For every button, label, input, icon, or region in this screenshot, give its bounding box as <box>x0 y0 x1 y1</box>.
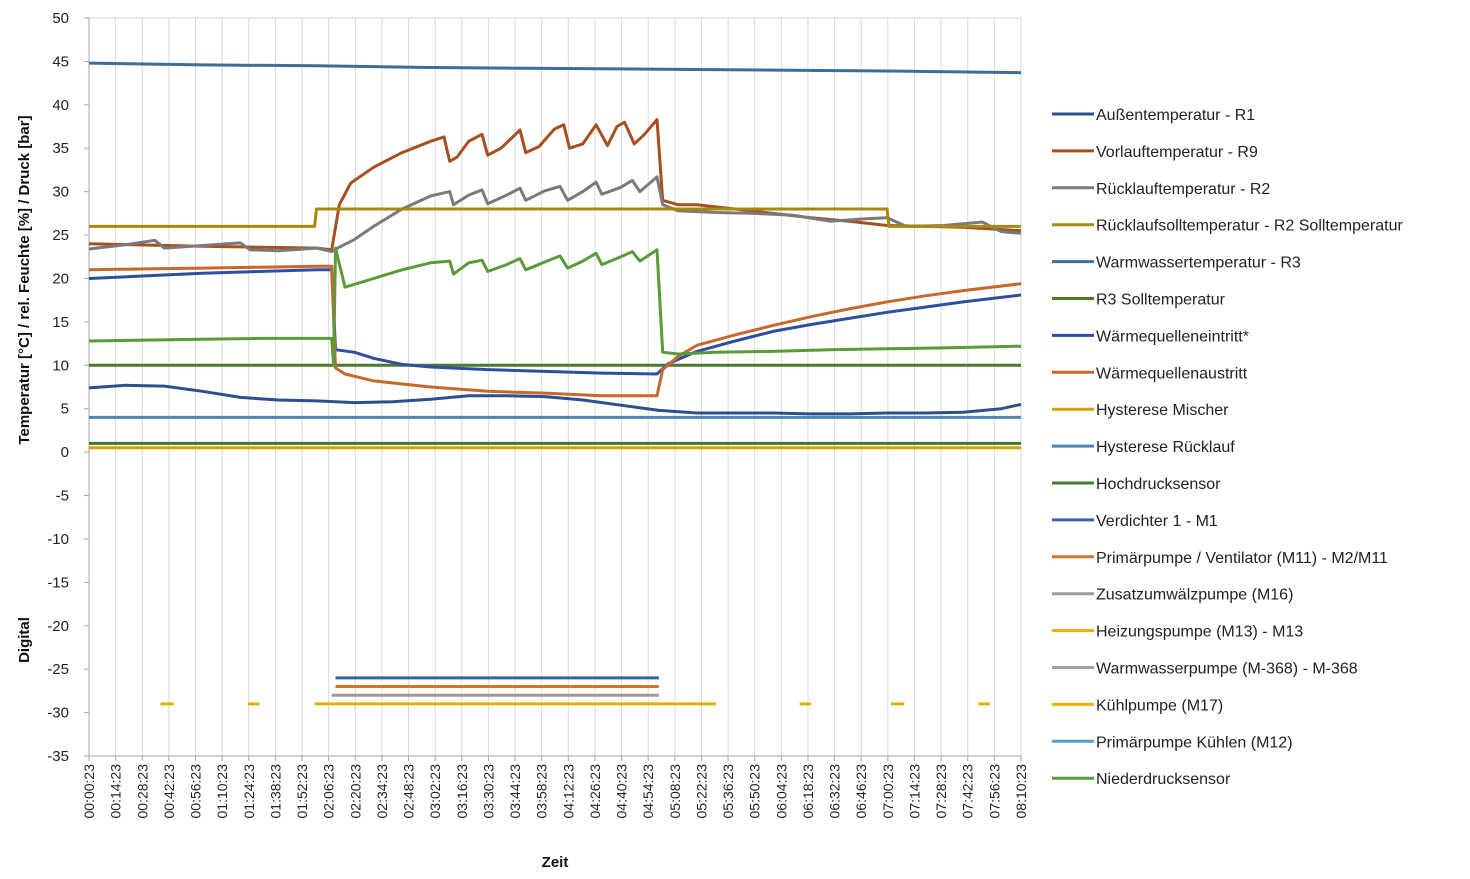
y-tick-label: -35 <box>47 748 69 765</box>
legend-label: Warmwassertemperatur - R3 <box>1096 255 1301 272</box>
x-tick-label: 04:54:23 <box>640 764 656 819</box>
x-axis-title: Zeit <box>542 854 569 871</box>
legend-label: Rücklauftemperatur - R2 <box>1096 181 1270 198</box>
y-tick-label: 45 <box>52 53 69 70</box>
x-tick-label: 05:08:23 <box>667 764 683 819</box>
legend-label: Vorlauftemperatur - R9 <box>1096 144 1258 161</box>
x-tick-label: 00:14:23 <box>108 764 124 819</box>
legend-label: Kühlpumpe (M17) <box>1096 697 1223 714</box>
x-tick-label: 03:16:23 <box>454 764 470 819</box>
x-tick-label: 07:56:23 <box>986 764 1002 819</box>
x-tick-label: 06:18:23 <box>800 764 816 819</box>
y-tick-label: -15 <box>47 574 69 591</box>
x-tick-label: 01:52:23 <box>294 764 310 819</box>
y-tick-label: -10 <box>47 531 69 548</box>
x-tick-label: 04:26:23 <box>587 764 603 819</box>
y-tick-label: -30 <box>47 705 69 722</box>
x-tick-label: 05:22:23 <box>693 764 709 819</box>
series-1-line <box>88 118 1022 252</box>
x-tick-label: 05:50:23 <box>747 764 763 819</box>
legend-label: Heizungspumpe (M13) - M13 <box>1096 624 1303 641</box>
x-tick-label: 04:40:23 <box>614 764 630 819</box>
x-tick-label: 03:58:23 <box>534 764 550 819</box>
legend-label: Wärmequellenaustritt <box>1096 365 1248 382</box>
series-3-line <box>89 207 1021 228</box>
legend-label: R3 Solltemperatur <box>1096 292 1226 309</box>
x-tick-label: 07:28:23 <box>933 764 949 819</box>
x-tick-label: 03:02:23 <box>427 764 443 819</box>
x-tick-label: 06:32:23 <box>827 764 843 819</box>
y-tick-label: -25 <box>47 661 69 678</box>
legend-label: Niederdrucksensor <box>1096 771 1231 788</box>
y-tick-label: 20 <box>52 270 69 287</box>
legend-label: Hysterese Rücklauf <box>1096 439 1235 456</box>
y-tick-label: 50 <box>52 10 69 27</box>
series-lines <box>88 61 1022 706</box>
x-tick-label: 06:46:23 <box>853 764 869 819</box>
series-2-line <box>88 175 1022 254</box>
x-tick-label: 00:28:23 <box>134 764 150 819</box>
y-tick-label: -20 <box>47 618 69 635</box>
y-tick-label: 35 <box>52 140 69 157</box>
x-tick-label: 03:44:23 <box>507 764 523 819</box>
series-4-line <box>88 61 1022 75</box>
x-tick-label: 07:14:23 <box>906 764 922 819</box>
x-tick-label: 05:36:23 <box>720 764 736 819</box>
legend-label: Verdichter 1 - M1 <box>1096 513 1218 530</box>
y-axis-title: Temperatur [°C] / rel. Feuchte [%] / Dru… <box>16 115 33 444</box>
y-axis-title-digital: Digital <box>16 617 33 663</box>
x-tick-label: 04:12:23 <box>560 764 576 819</box>
legend-label: Warmwasserpumpe (M-368) - M-368 <box>1096 661 1358 678</box>
legend-label: Primärpumpe / Ventilator (M11) - M2/M11 <box>1096 550 1388 567</box>
legend: Außentemperatur - R1 Vorlauftemperatur - … <box>1052 107 1403 788</box>
x-tick-label: 01:10:23 <box>214 764 230 819</box>
series-7-line <box>88 264 1022 398</box>
series-18-line <box>88 246 1022 367</box>
x-tick-label: 01:38:23 <box>267 764 283 819</box>
y-tick-label: 40 <box>52 97 69 114</box>
y-tick-label: -5 <box>56 488 69 505</box>
x-tick-label: 02:34:23 <box>374 764 390 819</box>
x-tick-label: 02:06:23 <box>321 764 337 819</box>
y-tick-label: 30 <box>52 184 69 201</box>
legend-label: Hochdrucksensor <box>1096 476 1221 493</box>
y-tick-label: 0 <box>61 444 69 461</box>
legend-label: Rücklaufsolltemperatur - R2 Solltemperat… <box>1096 218 1403 235</box>
x-tick-label: 00:42:23 <box>161 764 177 819</box>
legend-label: Primärpumpe Kühlen (M12) <box>1096 734 1293 751</box>
x-tick-label: 08:10:23 <box>1013 764 1029 819</box>
x-tick-label: 00:56:23 <box>188 764 204 819</box>
legend-label: Wärmequelleneintritt* <box>1096 328 1249 345</box>
x-tick-label: 06:04:23 <box>773 764 789 819</box>
x-tick-label: 00:00:23 <box>81 764 97 819</box>
x-tick-label: 07:42:23 <box>960 764 976 819</box>
y-tick-label: 5 <box>61 401 69 418</box>
x-tick-label: 07:00:23 <box>880 764 896 819</box>
x-tick-label: 02:20:23 <box>347 764 363 819</box>
series-6-line <box>88 268 1022 376</box>
legend-label: Hysterese Mischer <box>1096 402 1229 419</box>
y-tick-label: 25 <box>52 227 69 244</box>
series-0-line <box>88 383 1022 416</box>
x-tick-label: 01:24:23 <box>241 764 257 819</box>
x-tick-label: 02:48:23 <box>401 764 417 819</box>
x-tick-labels: 00:00:23 00:14:23 00:28:23 00:42:23 00:56:23… <box>81 764 1029 819</box>
legend-label: Außentemperatur - R1 <box>1096 107 1255 124</box>
x-tick-label: 03:30:23 <box>480 764 496 819</box>
y-tick-label: 10 <box>52 357 69 374</box>
y-tick-label: 15 <box>52 314 69 331</box>
legend-label: Zusatzumwälzpumpe (M16) <box>1096 587 1293 604</box>
